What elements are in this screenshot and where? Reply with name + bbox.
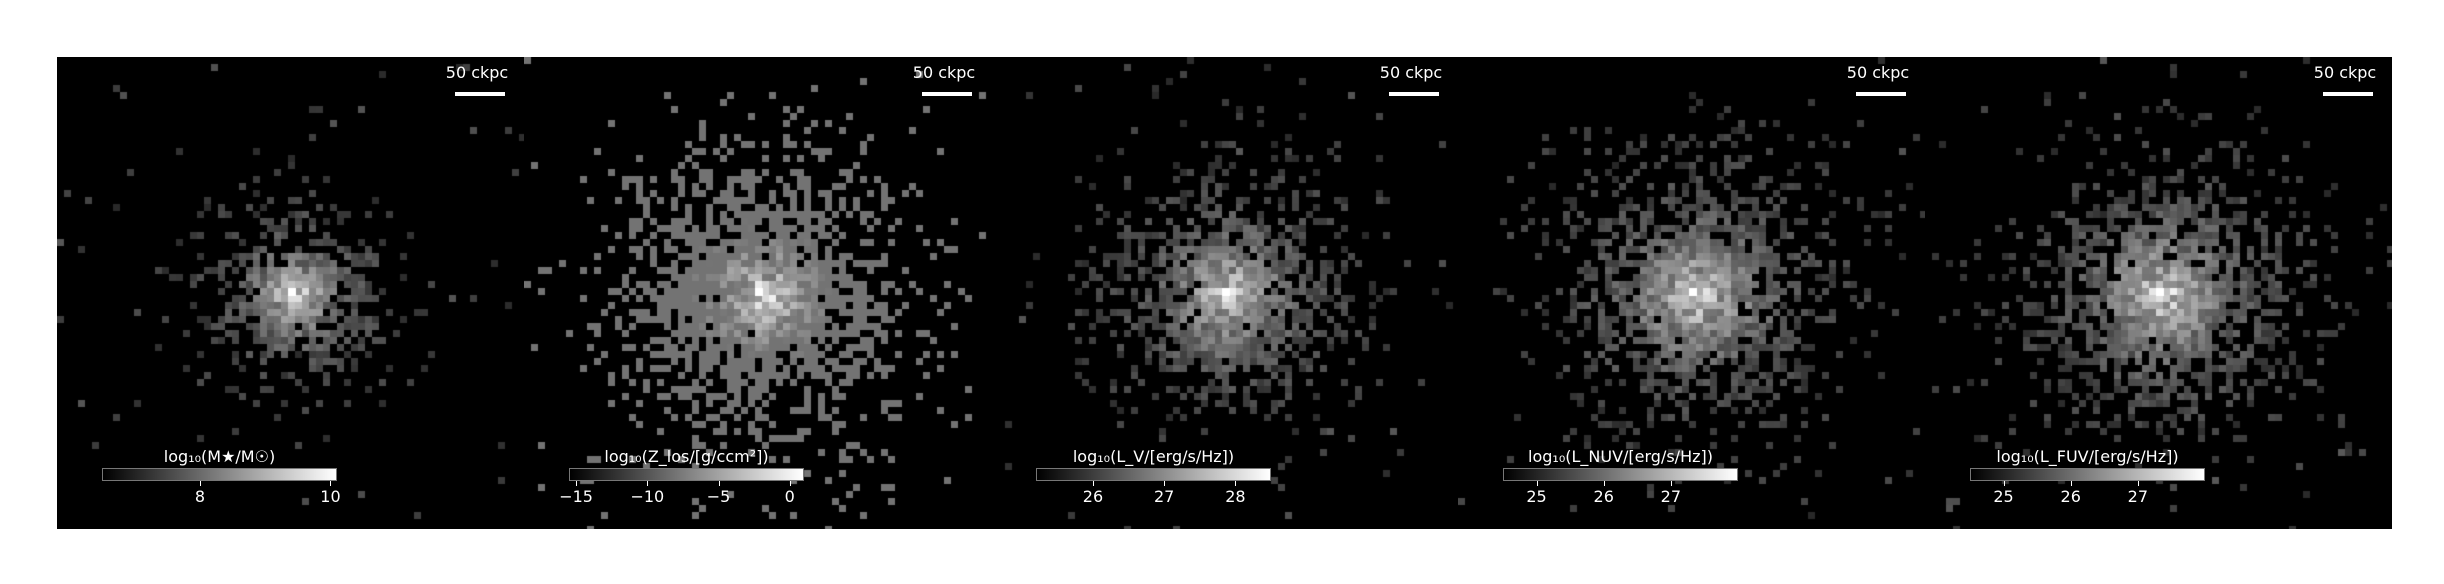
metallicity-image bbox=[524, 57, 991, 529]
colorbar-tick-label: −15 bbox=[559, 487, 593, 506]
colorbar-tick bbox=[1164, 481, 1166, 486]
colorbar-tick bbox=[789, 481, 791, 486]
colorbar-tick bbox=[1670, 481, 1672, 486]
colorbar-tick-label: 8 bbox=[194, 487, 205, 506]
colorbar-tick bbox=[1092, 481, 1094, 486]
colorbar-label: log₁₀(L_NUV/[erg/s/Hz]) bbox=[1528, 447, 1713, 466]
scale-bar-label: 50 ckpc bbox=[912, 63, 976, 82]
colorbar-tick bbox=[2003, 481, 2005, 486]
colorbar-tick bbox=[2137, 481, 2139, 486]
colorbar bbox=[1503, 468, 1738, 481]
scale-bar-label: 50 ckpc bbox=[2313, 63, 2377, 82]
scale-bar bbox=[455, 92, 505, 96]
colorbar-tick bbox=[1235, 481, 1237, 486]
colorbar-tick-label: 26 bbox=[1593, 487, 1614, 506]
colorbar-label: log₁₀(M★/M☉) bbox=[163, 447, 276, 466]
v-band-image bbox=[991, 57, 1458, 529]
stellar-mass-map: 50 ckpc log₁₀(M★/M☉) 8 10 bbox=[57, 57, 524, 529]
colorbar-tick bbox=[330, 481, 332, 486]
colorbar-label: log₁₀(L_V/[erg/s/Hz]) bbox=[1072, 447, 1235, 466]
fuv-luminosity-map: 50 ckpc log₁₀(L_FUV/[erg/s/Hz]) 25 26 27 bbox=[1925, 57, 2392, 529]
colorbar-tick bbox=[576, 481, 578, 486]
colorbar bbox=[1970, 468, 2205, 481]
colorbar-tick bbox=[199, 481, 201, 486]
colorbar bbox=[102, 468, 337, 481]
colorbar bbox=[1036, 468, 1271, 481]
nuv-image bbox=[1458, 57, 1925, 529]
colorbar-tick-label: 25 bbox=[1993, 487, 2014, 506]
scale-bar bbox=[922, 92, 972, 96]
colorbar-tick-label: 27 bbox=[1153, 487, 1175, 506]
colorbar-tick-label: 28 bbox=[1225, 487, 1246, 506]
colorbar-tick bbox=[2070, 481, 2072, 486]
colorbar-tick bbox=[1603, 481, 1605, 486]
colorbar-tick-label: 26 bbox=[2060, 487, 2081, 506]
colorbar-tick-label: 25 bbox=[1526, 487, 1547, 506]
scale-bar-label: 50 ckpc bbox=[1846, 63, 1910, 82]
colorbar-tick-label: −10 bbox=[630, 487, 665, 506]
scale-bar bbox=[1856, 92, 1906, 96]
colorbar-label: log₁₀(L_FUV/[erg/s/Hz]) bbox=[1996, 447, 2179, 466]
colorbar-tick-label: 26 bbox=[1082, 487, 1104, 506]
colorbar-tick bbox=[718, 481, 720, 486]
stellar-mass-image bbox=[57, 57, 524, 529]
galaxy-map-figure: 50 ckpc log₁₀(M★/M☉) 8 10 50 ckpc log₁₀(Z… bbox=[57, 57, 2392, 529]
colorbar-tick-label: 10 bbox=[320, 487, 341, 506]
scale-bar bbox=[2323, 92, 2373, 96]
nuv-luminosity-map: 50 ckpc log₁₀(L_NUV/[erg/s/Hz]) 25 26 27 bbox=[1458, 57, 1925, 529]
colorbar-tick-label: −5 bbox=[706, 487, 731, 506]
colorbar-tick bbox=[647, 481, 649, 486]
v-band-luminosity-map: 50 ckpc log₁₀(L_V/[erg/s/Hz]) 26 27 28 bbox=[991, 57, 1458, 529]
colorbar-tick bbox=[1536, 481, 1538, 486]
fuv-image bbox=[1925, 57, 2392, 529]
scale-bar-label: 50 ckpc bbox=[445, 63, 509, 82]
scale-bar bbox=[1389, 92, 1439, 96]
colorbar-label: log₁₀(Z_los/[g/ccm²]) bbox=[604, 447, 769, 466]
colorbar-tick-label: 27 bbox=[1660, 487, 1682, 506]
colorbar-tick-label: 0 bbox=[784, 487, 795, 506]
colorbar-tick-label: 27 bbox=[2127, 487, 2149, 506]
scale-bar-label: 50 ckpc bbox=[1379, 63, 1443, 82]
colorbar bbox=[569, 468, 804, 481]
metallicity-map: 50 ckpc log₁₀(Z_los/[g/ccm²]) −15 −10 −5 0 bbox=[524, 57, 991, 529]
